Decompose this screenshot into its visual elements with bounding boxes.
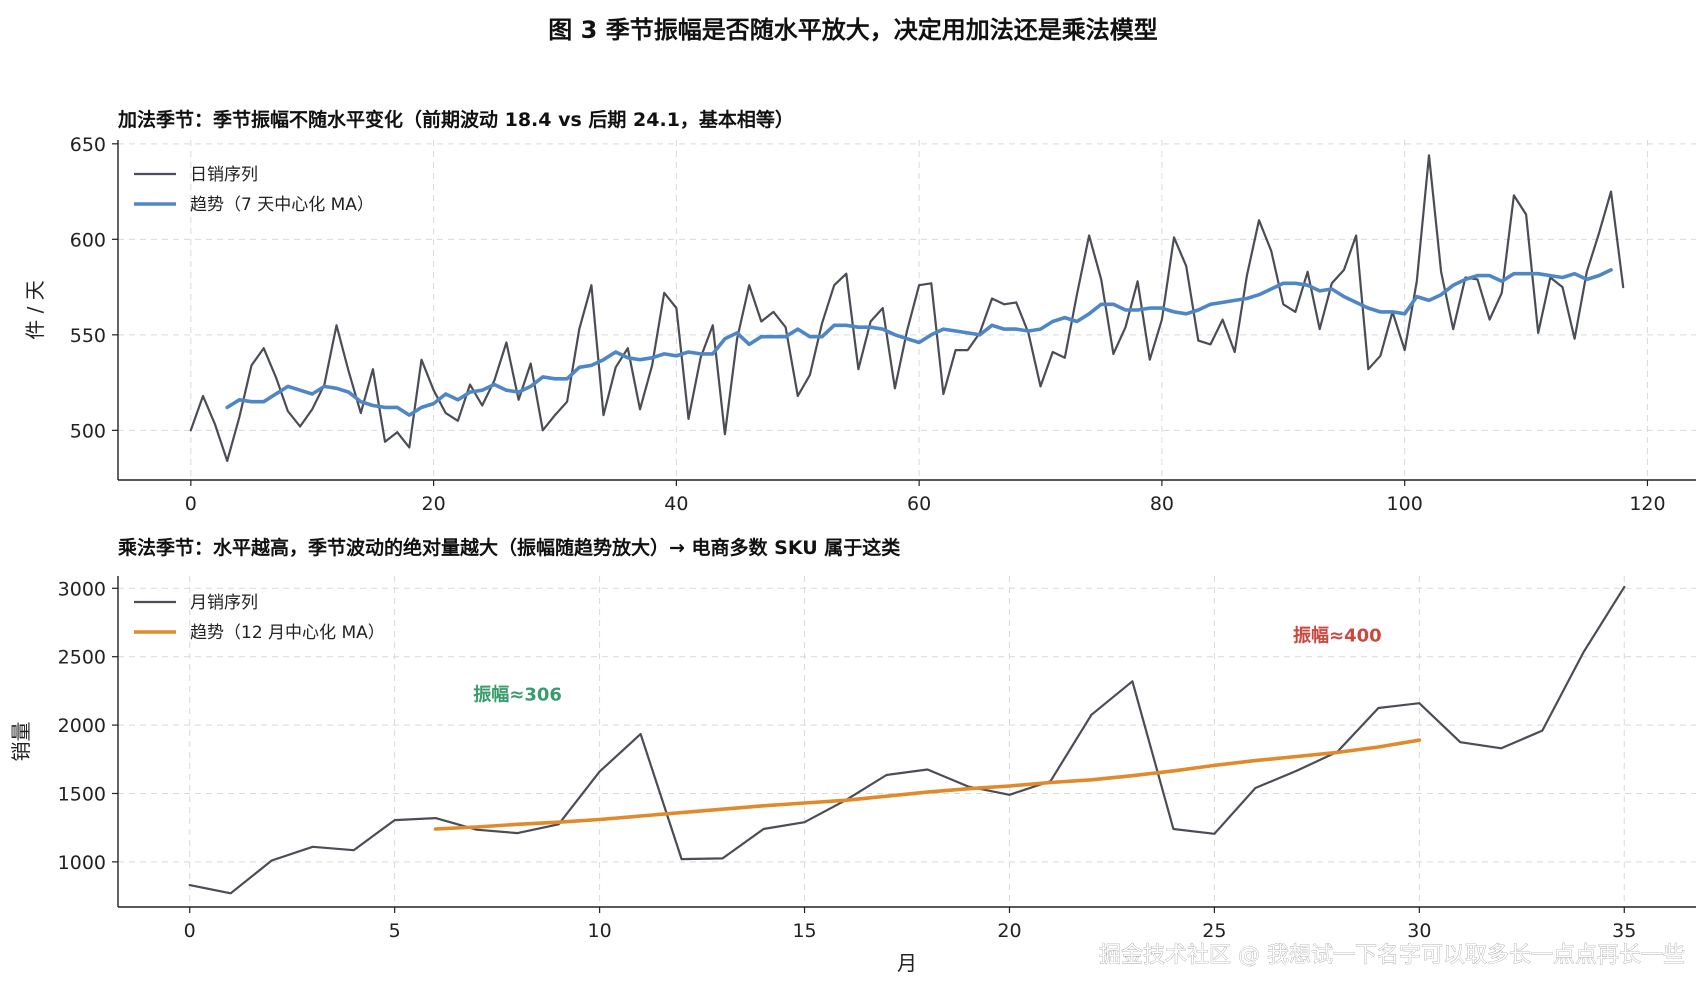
x-tick-label: 100 bbox=[1387, 493, 1423, 515]
x-tick-label: 80 bbox=[1150, 493, 1174, 515]
y-tick-label: 600 bbox=[70, 229, 106, 251]
annotation-label: 振幅≈400 bbox=[1293, 625, 1382, 647]
multiplicative-panel: 乘法季节：水平越高，季节波动的绝对量越大（振幅随趋势放大）→ 电商多数 SKU … bbox=[9, 536, 1696, 975]
y-axis-label: 件 / 天 bbox=[23, 280, 47, 339]
y-tick-label: 3000 bbox=[58, 578, 106, 600]
y-tick-label: 2500 bbox=[58, 647, 106, 669]
y-tick-label: 550 bbox=[70, 325, 106, 347]
x-tick-label: 35 bbox=[1612, 920, 1636, 942]
x-tick-label: 10 bbox=[588, 920, 612, 942]
x-tick-label: 60 bbox=[907, 493, 931, 515]
x-tick-label: 120 bbox=[1629, 493, 1665, 515]
panel-title: 加法季节：季节振幅不随水平变化（前期波动 18.4 vs 后期 24.1，基本相… bbox=[117, 108, 794, 131]
annotation-label: 振幅≈306 bbox=[473, 683, 562, 705]
watermark: 掘金技术社区 @ 我想试一下名字可以取多长一点点再长一些 bbox=[1099, 943, 1685, 968]
x-tick-label: 0 bbox=[185, 493, 197, 515]
figure-title: 图 3 季节振幅是否随水平放大，决定用加法还是乘法模型 bbox=[548, 16, 1157, 44]
y-tick-label: 1500 bbox=[58, 783, 106, 805]
x-tick-label: 40 bbox=[664, 493, 688, 515]
x-tick-label: 20 bbox=[997, 920, 1021, 942]
x-tick-label: 30 bbox=[1407, 920, 1431, 942]
series-line-actual bbox=[189, 154, 1625, 462]
panel-title: 乘法季节：水平越高，季节波动的绝对量越大（振幅随趋势放大）→ 电商多数 SKU … bbox=[117, 536, 900, 559]
series-line-trend bbox=[225, 268, 1613, 417]
legend-label: 趋势（7 天中心化 MA） bbox=[190, 195, 374, 215]
x-tick-label: 15 bbox=[792, 920, 816, 942]
x-tick-label: 0 bbox=[184, 920, 196, 942]
x-axis-label: 月 bbox=[897, 951, 917, 975]
legend-label: 日销序列 bbox=[190, 165, 258, 185]
series-line-trend bbox=[433, 738, 1422, 831]
x-tick-label: 5 bbox=[389, 920, 401, 942]
y-tick-label: 2000 bbox=[58, 715, 106, 737]
y-tick-label: 1000 bbox=[58, 852, 106, 874]
y-axis-label: 销量 bbox=[9, 722, 33, 762]
legend-label: 趋势（12 月中心化 MA） bbox=[190, 623, 385, 643]
x-tick-label: 20 bbox=[422, 493, 446, 515]
legend-label: 月销序列 bbox=[190, 593, 258, 613]
series-line-actual bbox=[188, 585, 1626, 895]
y-tick-label: 500 bbox=[70, 420, 106, 442]
additive-panel: 加法季节：季节振幅不随水平变化（前期波动 18.4 vs 后期 24.1，基本相… bbox=[23, 108, 1696, 515]
x-tick-label: 25 bbox=[1202, 920, 1226, 942]
y-tick-label: 650 bbox=[70, 134, 106, 156]
